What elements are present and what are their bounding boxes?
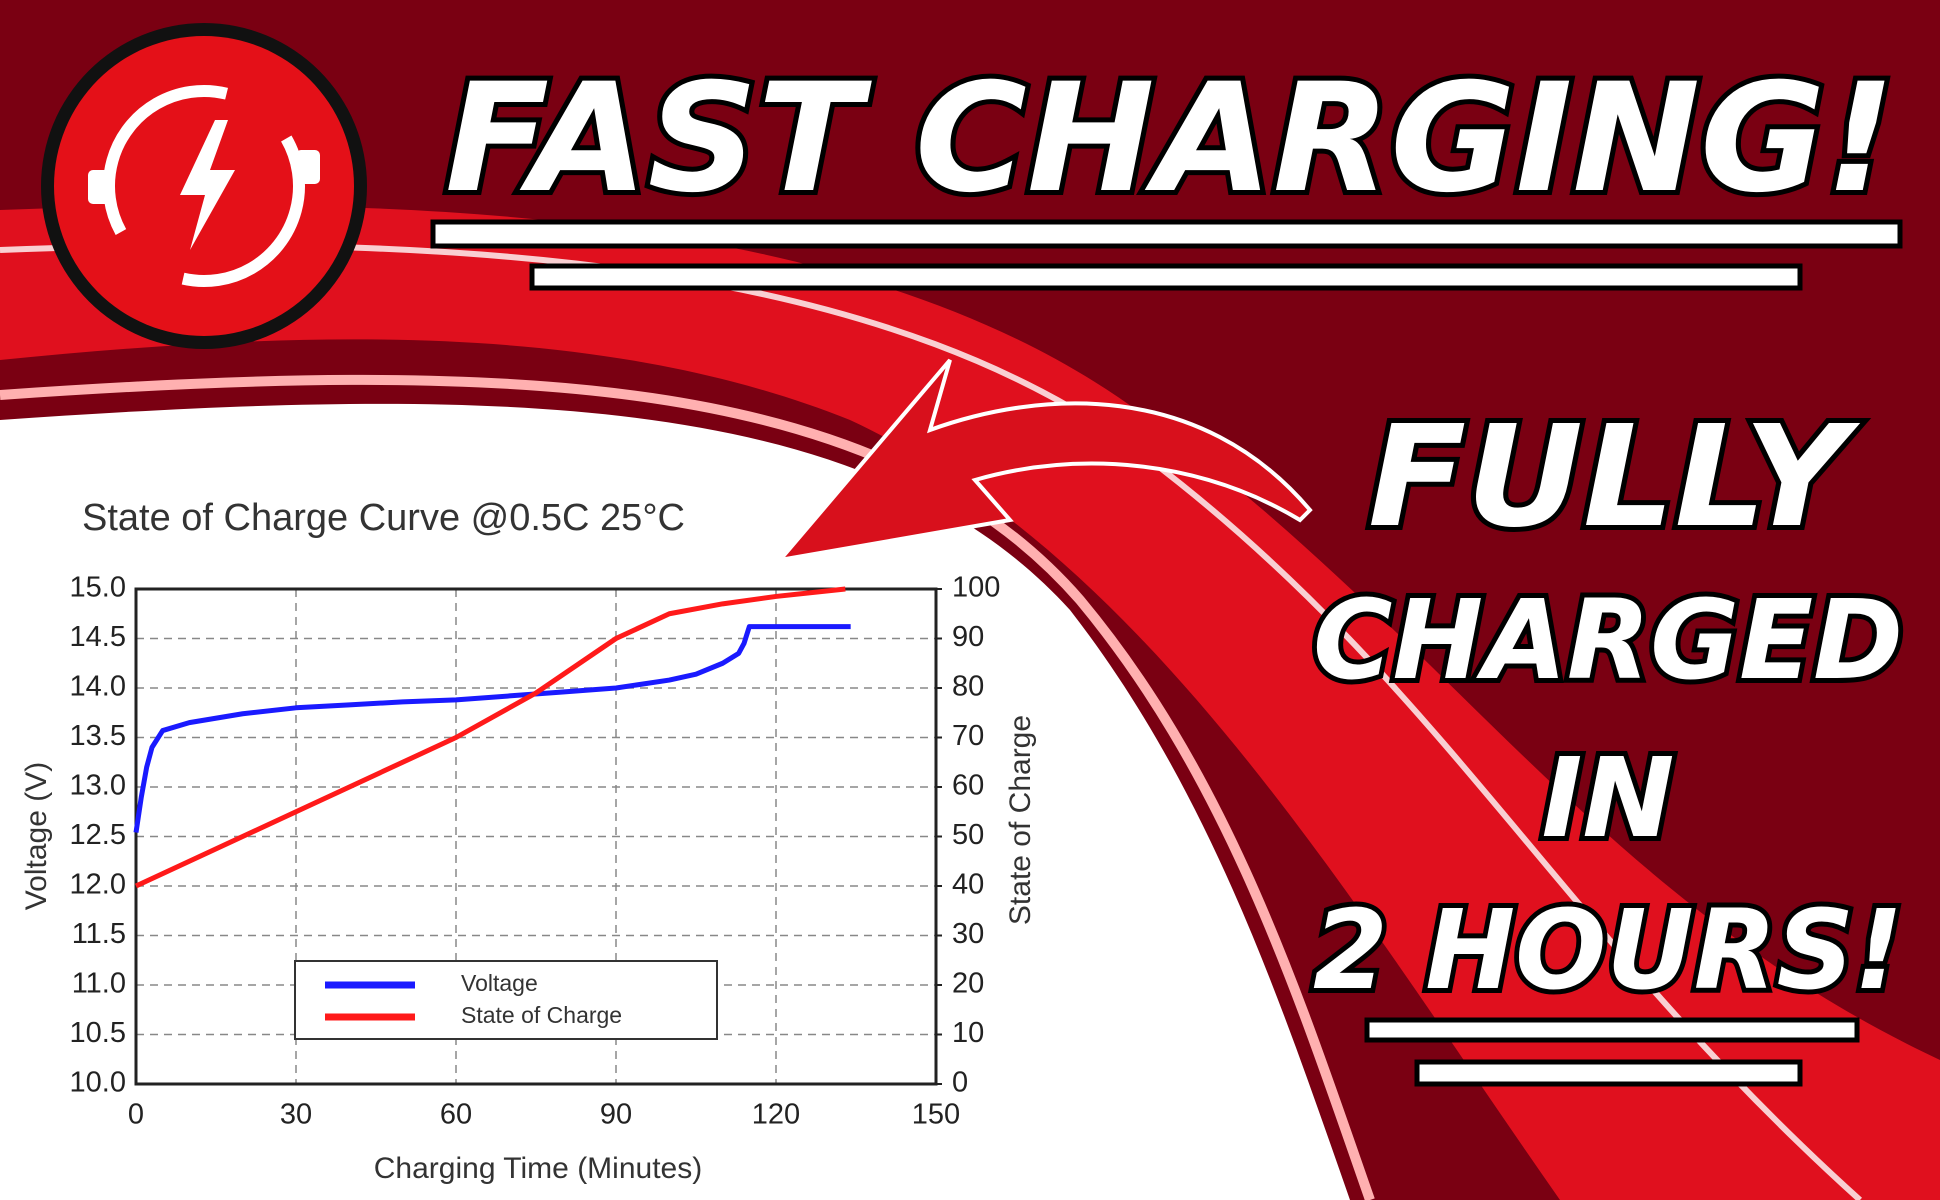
plot-frame <box>134 587 938 1086</box>
y2-axis-label: State of Charge <box>1004 715 1037 925</box>
y-tick-label: 13.0 <box>70 770 126 802</box>
y2-tick-label: 90 <box>952 621 984 653</box>
x-tick-label: 30 <box>280 1099 312 1131</box>
x-axis-label: Charging Time (Minutes) <box>374 1152 702 1185</box>
chart-title: State of Charge Curve @0.5C 25°C <box>82 497 685 539</box>
y-tick-label: 14.5 <box>70 621 126 653</box>
y-tick-label: 10.5 <box>70 1017 126 1049</box>
legend <box>294 960 718 1040</box>
logo-bolt <box>180 120 235 250</box>
y-tick-label: 13.5 <box>70 720 126 752</box>
y2-tick-label: 0 <box>952 1067 968 1099</box>
y2-tick-label: 40 <box>952 869 984 901</box>
y-axis-label: Voltage (V) <box>20 762 53 910</box>
x-tick-label: 60 <box>440 1099 472 1131</box>
tagline: CHARGED <box>1313 576 1903 704</box>
headline: FAST CHARGING! <box>445 52 1895 226</box>
red-swoosh <box>0 205 1940 1200</box>
logo-plug <box>88 170 112 204</box>
arrow <box>774 358 1313 563</box>
y-tick-label: 14.0 <box>70 671 126 703</box>
legend-label: Voltage <box>461 970 538 996</box>
x-tick-label: 120 <box>752 1099 800 1131</box>
y-tick-label: 15.0 <box>70 572 126 604</box>
y2-tick-label: 100 <box>952 572 1000 604</box>
underline <box>1364 1017 1860 1043</box>
y-tick-label: 12.0 <box>70 869 126 901</box>
y-tick-label: 10.0 <box>70 1067 126 1099</box>
y2-tick-label: 60 <box>952 770 984 802</box>
x-tick-label: 0 <box>128 1099 144 1131</box>
y-tick-label: 11.5 <box>72 918 126 950</box>
swoosh-edge <box>0 374 1375 1200</box>
underline <box>1414 1059 1803 1087</box>
logo-circle <box>103 85 305 287</box>
y2-tick-label: 20 <box>952 968 984 1000</box>
series-line <box>134 586 846 889</box>
legend-label: State of Charge <box>461 1002 622 1028</box>
plot: 0 30 60 90 120 150 10.0 10.5 11.0 11.5 12.0 12.5 13.… <box>70 572 1001 1131</box>
tagline: FULLY <box>1368 396 1861 559</box>
logo-plug <box>296 150 320 184</box>
x-tick-label: 90 <box>600 1099 632 1131</box>
y2-tick-label: 50 <box>952 819 984 851</box>
underline <box>529 263 1803 291</box>
y-tick-label: 12.5 <box>70 819 126 851</box>
x-tick-label: 150 <box>912 1099 960 1131</box>
tagline: IN <box>1542 734 1675 862</box>
y2-tick-label: 70 <box>952 720 984 752</box>
series-line <box>133 624 851 833</box>
y2-tick-label: 80 <box>952 671 984 703</box>
y2-tick-label: 30 <box>952 918 984 950</box>
y-tick-label: 11.0 <box>72 968 126 1000</box>
y2-tick-label: 10 <box>952 1017 984 1049</box>
underline <box>430 219 1903 249</box>
tagline: 2 HOURS! <box>1313 886 1903 1014</box>
